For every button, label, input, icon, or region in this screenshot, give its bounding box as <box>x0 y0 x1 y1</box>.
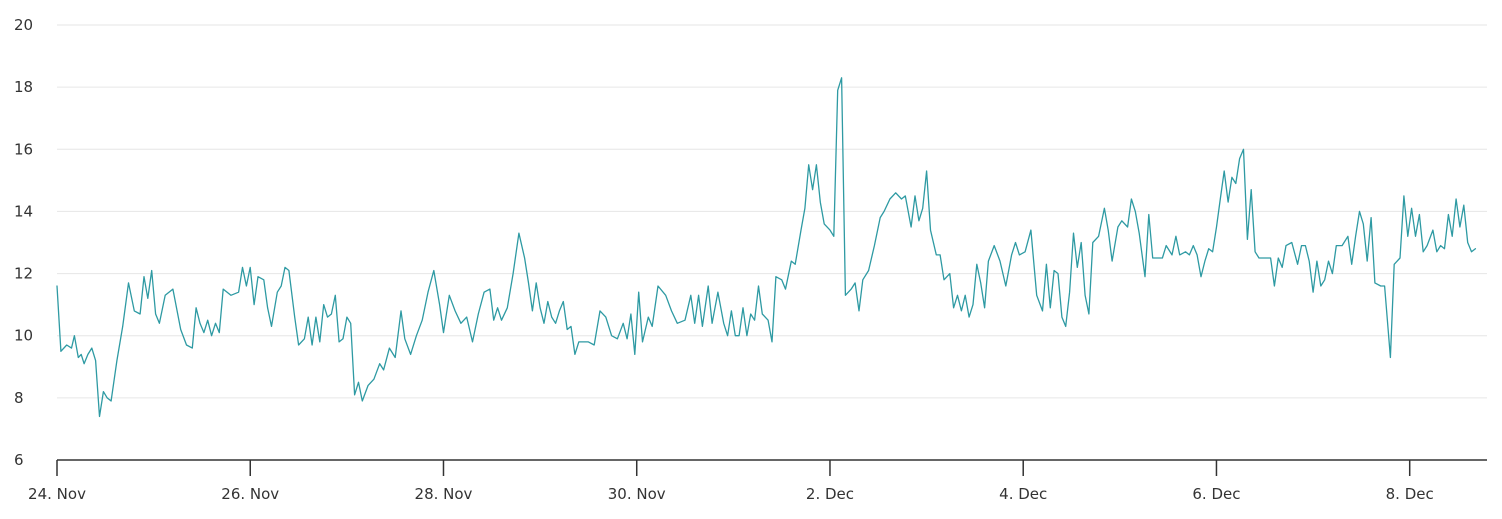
series-line-0 <box>56 77 1477 418</box>
x-tick-label-4: 2. Dec <box>806 485 854 503</box>
y-axis-tick-labels: 6 8 10 12 14 16 18 20 <box>14 16 33 469</box>
y-tick-label-10: 10 <box>14 327 33 345</box>
x-tick-label-2: 28. Nov <box>415 485 473 503</box>
x-tick-label-0: 24. Nov <box>28 485 86 503</box>
y-tick-label-16: 16 <box>14 140 33 158</box>
x-tick-label-5: 4. Dec <box>999 485 1047 503</box>
x-tick-label-1: 26. Nov <box>221 485 279 503</box>
y-tick-label-6: 6 <box>14 451 24 469</box>
grid-lines <box>57 24 1487 399</box>
y-tick-label-18: 18 <box>14 78 33 96</box>
x-tick-label-3: 30. Nov <box>608 485 666 503</box>
y-tick-label-20: 20 <box>14 16 33 34</box>
x-tick-label-6: 6. Dec <box>1192 485 1240 503</box>
y-tick-label-8: 8 <box>14 389 24 407</box>
y-tick-label-14: 14 <box>14 202 33 220</box>
series-layer <box>56 77 1477 418</box>
y-tick-label-12: 12 <box>14 265 33 283</box>
x-axis-tick-labels: 24. Nov 26. Nov 28. Nov 30. Nov 2. Dec 4. Dec… <box>28 485 1434 503</box>
x-tick-label-7: 8. Dec <box>1386 485 1434 503</box>
x-axis-ticks <box>56 460 1411 476</box>
